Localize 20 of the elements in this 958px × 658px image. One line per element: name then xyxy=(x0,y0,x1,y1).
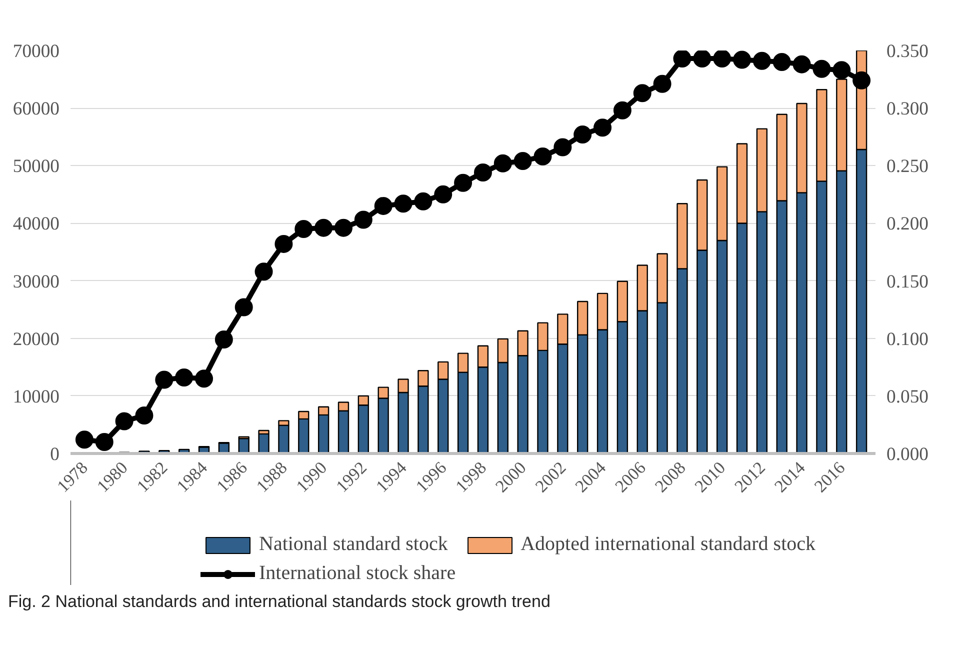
y2-tick-label: 0.250 xyxy=(886,156,928,178)
y2-tick-label: 0.000 xyxy=(886,444,928,465)
legend-label: Adopted international standard stock xyxy=(520,533,816,556)
y-tick-label: 10000 xyxy=(12,386,60,408)
y-tick-label: 20000 xyxy=(12,328,60,350)
y2-tick-label: 0.050 xyxy=(886,386,928,408)
legend-label: National standard stock xyxy=(259,533,448,556)
y-tick-label: 60000 xyxy=(12,98,60,120)
y-tick-label: 50000 xyxy=(12,156,60,178)
y-tick-label: 30000 xyxy=(12,271,60,292)
y2-tick-label: 0.150 xyxy=(886,271,928,292)
y2-tick-label: 0.350 xyxy=(886,41,928,62)
y2-tick-label: 0.300 xyxy=(886,98,928,120)
legend-label: International stock share xyxy=(259,562,456,585)
y-tick-label: 40000 xyxy=(12,214,60,235)
y2-tick-label: 0.200 xyxy=(886,214,928,235)
y2-tick-label: 0.100 xyxy=(886,328,928,350)
y-tick-label: 0 xyxy=(50,444,60,465)
y-tick-label: 70000 xyxy=(12,41,60,62)
caption: Fig. 2 National standards and international standards stock growth trend xyxy=(8,591,550,613)
